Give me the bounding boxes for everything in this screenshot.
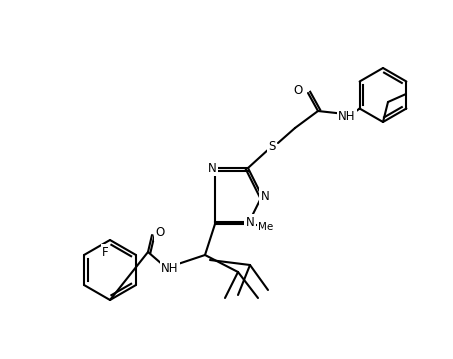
Text: NH: NH	[161, 261, 179, 275]
Text: N: N	[207, 162, 217, 174]
Text: O: O	[155, 227, 164, 239]
Text: NH: NH	[338, 109, 356, 122]
Text: O: O	[294, 84, 303, 98]
Text: N: N	[246, 215, 255, 228]
Text: S: S	[268, 140, 276, 153]
Text: N: N	[260, 190, 270, 202]
Text: F: F	[101, 246, 108, 258]
Text: Me: Me	[258, 222, 274, 232]
